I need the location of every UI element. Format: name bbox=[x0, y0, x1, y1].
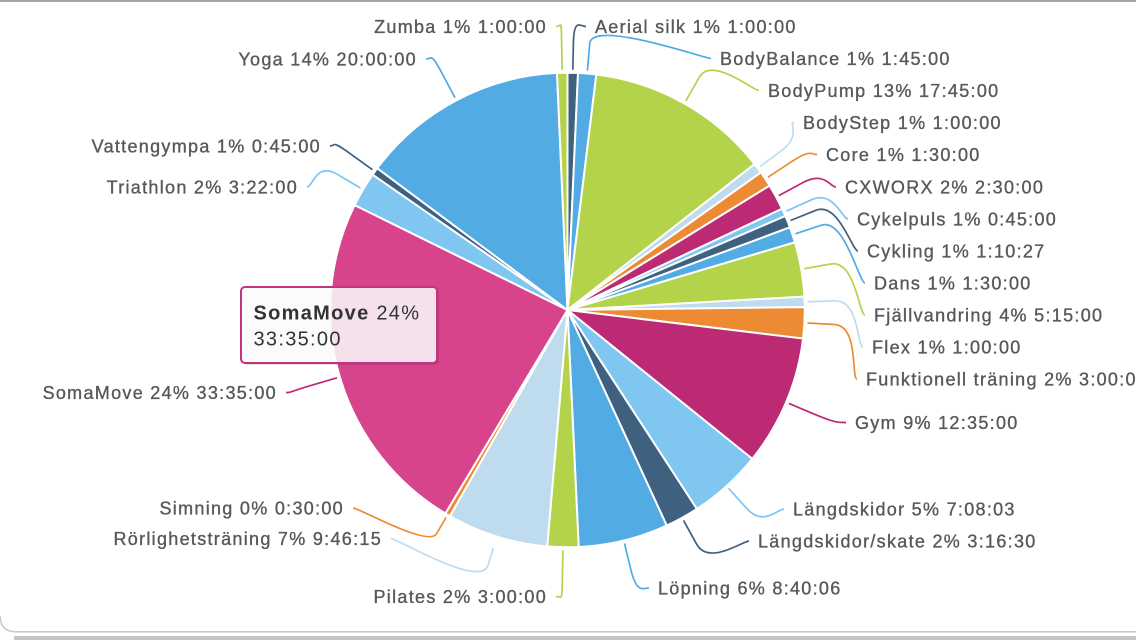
svg-text:Aerial silk 1% 1:00:00: Aerial silk 1% 1:00:00 bbox=[595, 17, 797, 37]
svg-text:Triathlon 2% 3:22:00: Triathlon 2% 3:22:00 bbox=[107, 177, 298, 197]
svg-text:Längdskidor/skate 2% 3:16:30: Längdskidor/skate 2% 3:16:30 bbox=[758, 531, 1037, 551]
svg-text:Simning 0% 0:30:00: Simning 0% 0:30:00 bbox=[159, 498, 344, 518]
svg-text:Cykelpuls 1% 0:45:00: Cykelpuls 1% 0:45:00 bbox=[857, 209, 1057, 229]
svg-text:Pilates 2% 3:00:00: Pilates 2% 3:00:00 bbox=[374, 587, 548, 607]
svg-text:CXWORX 2% 2:30:00: CXWORX 2% 2:30:00 bbox=[845, 177, 1044, 197]
svg-text:Vattengympa 1% 0:45:00: Vattengympa 1% 0:45:00 bbox=[92, 136, 321, 156]
svg-text:BodyBalance 1% 1:45:00: BodyBalance 1% 1:45:00 bbox=[720, 49, 951, 69]
svg-text:Gym 9% 12:35:00: Gym 9% 12:35:00 bbox=[855, 413, 1019, 433]
svg-text:Fjällvandring 4% 5:15:00: Fjällvandring 4% 5:15:00 bbox=[874, 305, 1103, 325]
svg-text:Flex 1% 1:00:00: Flex 1% 1:00:00 bbox=[872, 337, 1022, 357]
svg-text:Löpning 6% 8:40:06: Löpning 6% 8:40:06 bbox=[658, 578, 842, 598]
svg-text:Core 1% 1:30:00: Core 1% 1:30:00 bbox=[826, 145, 981, 165]
svg-text:Funktionell träning 2% 3:00:00: Funktionell träning 2% 3:00:00 bbox=[866, 369, 1136, 389]
svg-text:BodyPump 13% 17:45:00: BodyPump 13% 17:45:00 bbox=[768, 81, 999, 101]
svg-text:BodyStep 1% 1:00:00: BodyStep 1% 1:00:00 bbox=[803, 113, 1002, 133]
svg-text:Rörlighetsträning 7% 9:46:15: Rörlighetsträning 7% 9:46:15 bbox=[113, 529, 382, 549]
svg-text:Dans 1% 1:30:00: Dans 1% 1:30:00 bbox=[874, 273, 1032, 293]
svg-text:33:35:00: 33:35:00 bbox=[254, 329, 342, 351]
svg-text:Yoga 14% 20:00:00: Yoga 14% 20:00:00 bbox=[238, 49, 417, 69]
svg-text:SomaMove 24% 33:35:00: SomaMove 24% 33:35:00 bbox=[43, 383, 277, 403]
svg-text:Längdskidor 5% 7:08:03: Längdskidor 5% 7:08:03 bbox=[793, 499, 1016, 519]
svg-text:Cykling 1% 1:10:27: Cykling 1% 1:10:27 bbox=[867, 241, 1046, 261]
svg-text:SomaMove 24%: SomaMove 24% bbox=[254, 303, 421, 325]
svg-text:Zumba 1% 1:00:00: Zumba 1% 1:00:00 bbox=[374, 17, 547, 37]
